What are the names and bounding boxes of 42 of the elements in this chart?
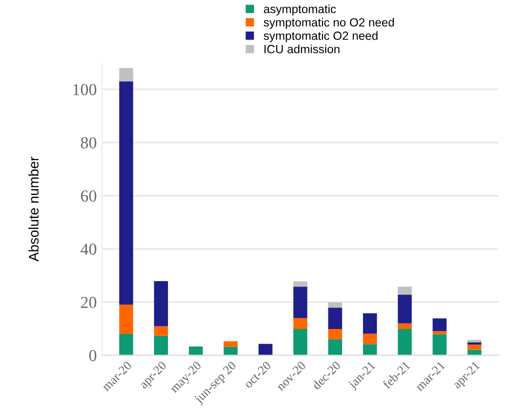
- y-tick-label: 20: [81, 296, 96, 308]
- bar: [362, 313, 377, 334]
- legend-label: symptomatic no O2 need: [264, 18, 394, 29]
- bar: [293, 318, 308, 329]
- bar: [398, 328, 412, 356]
- bar: [467, 344, 482, 350]
- bar: [328, 302, 342, 308]
- bar: [432, 318, 447, 332]
- bar: [432, 331, 447, 334]
- bar: [328, 308, 342, 329]
- bar: [362, 344, 377, 356]
- bar: [119, 304, 134, 334]
- bar: [398, 286, 412, 295]
- bar: [119, 334, 134, 356]
- bar: [328, 339, 342, 356]
- bar: [258, 344, 272, 356]
- bar: [398, 294, 412, 324]
- bar: [398, 323, 412, 329]
- bar: [432, 334, 447, 356]
- y-tick-label: 40: [80, 244, 96, 255]
- bar: [362, 334, 377, 344]
- bar: [328, 328, 342, 340]
- bar: [467, 340, 482, 342]
- y-tick-label: 60: [80, 190, 96, 202]
- bar: [224, 341, 238, 347]
- bar: [188, 346, 203, 356]
- legend-label: asymptomatic: [264, 4, 336, 16]
- y-tick-label: 100: [73, 84, 96, 96]
- legend-label: ICU admission: [264, 44, 340, 54]
- bar: [154, 336, 168, 356]
- bar: [293, 281, 308, 287]
- bar: [293, 286, 308, 318]
- bar: [119, 81, 134, 305]
- bar: [293, 328, 308, 356]
- y-tick-label: 80: [80, 137, 96, 148]
- y-tick-label: 0: [89, 350, 96, 362]
- legend-label: symptomatic O2 need: [264, 31, 378, 42]
- y-axis-title: Absolute number: [28, 156, 39, 262]
- bar: [154, 281, 168, 326]
- bar: [467, 350, 482, 356]
- bar: [154, 326, 168, 336]
- bar: [119, 68, 134, 82]
